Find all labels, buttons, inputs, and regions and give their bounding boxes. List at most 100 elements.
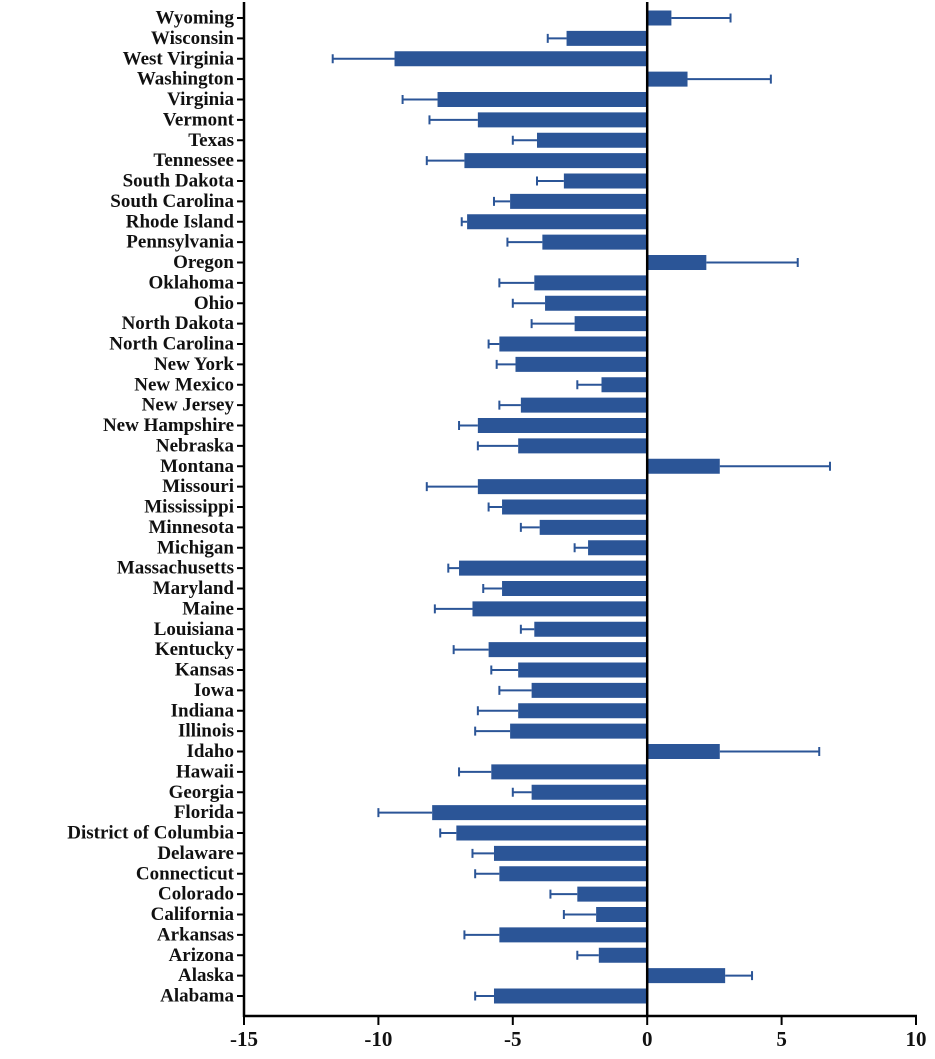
category-label: Massachusetts: [117, 558, 234, 579]
category-label: New York: [154, 354, 234, 375]
category-label: Tennessee: [153, 150, 234, 171]
bar: [472, 601, 648, 617]
bar: [467, 214, 648, 230]
category-label: Iowa: [194, 680, 235, 701]
category-label: Oklahoma: [148, 272, 234, 293]
bar: [520, 397, 648, 413]
category-label: Delaware: [157, 843, 234, 864]
x-tick-label: -5: [504, 1027, 522, 1051]
category-label: Connecticut: [136, 863, 235, 884]
category-label: Vermont: [163, 109, 235, 130]
category-label: Arizona: [169, 945, 235, 966]
category-label: Idaho: [186, 741, 234, 762]
category-label: North Dakota: [122, 313, 235, 334]
bar: [542, 234, 648, 250]
category-label: Arkansas: [157, 924, 234, 945]
bar: [491, 764, 648, 780]
category-label: New Mexico: [134, 374, 234, 395]
bar: [536, 132, 648, 148]
category-label: Virginia: [167, 89, 234, 110]
category-label: Minnesota: [149, 517, 235, 538]
bar: [531, 682, 648, 698]
category-label: Maine: [182, 598, 234, 619]
bar: [539, 519, 648, 535]
category-label: Mississippi: [144, 497, 234, 518]
category-label: Hawaii: [176, 761, 234, 782]
category-label: Alaska: [178, 965, 234, 986]
bar: [488, 642, 648, 658]
bar: [647, 744, 720, 759]
category-label: Kentucky: [155, 639, 235, 660]
bar: [477, 418, 648, 433]
bar: [437, 92, 648, 107]
bar: [647, 968, 726, 984]
bar: [596, 907, 648, 922]
bar: [563, 173, 648, 189]
bar: [510, 723, 648, 739]
category-label: Oregon: [173, 252, 234, 273]
x-tick-label: 5: [776, 1027, 787, 1051]
bar: [647, 71, 688, 87]
category-label: Colorado: [158, 884, 234, 905]
category-label: Maryland: [153, 578, 235, 599]
category-label: California: [151, 904, 235, 925]
bar: [502, 499, 648, 515]
category-label: Montana: [160, 456, 234, 477]
error-bars-layer: [331, 13, 831, 1001]
bar: [493, 988, 648, 1004]
x-tick-label: -10: [364, 1027, 392, 1051]
bar: [647, 458, 720, 474]
category-label: Wyoming: [156, 8, 235, 29]
category-label: Georgia: [169, 782, 235, 803]
bar: [577, 886, 648, 902]
category-label: Pennsylvania: [126, 232, 234, 253]
category-label: Louisiana: [154, 619, 235, 640]
bar: [499, 866, 648, 882]
category-label: South Dakota: [123, 171, 235, 192]
category-label: Kansas: [175, 660, 234, 681]
bar: [432, 805, 648, 821]
axis-layer: [237, 2, 917, 1025]
x-tick-label: 10: [906, 1027, 927, 1051]
category-label: North Carolina: [109, 334, 234, 355]
bars-layer: [394, 10, 726, 1004]
x-tick-label: 0: [642, 1027, 653, 1051]
bar: [477, 479, 648, 495]
bar: [601, 377, 648, 393]
bar: [459, 560, 648, 576]
bar: [499, 927, 648, 943]
category-label: Nebraska: [156, 435, 235, 456]
bar: [477, 112, 648, 128]
category-label: New Hampshire: [103, 415, 234, 436]
bar: [647, 10, 672, 26]
bar: [566, 30, 648, 46]
bar: [534, 621, 648, 637]
bar: [499, 336, 648, 352]
bar: [456, 825, 648, 841]
category-label: Florida: [174, 802, 235, 823]
category-label: Texas: [188, 130, 234, 151]
bar: [531, 784, 648, 800]
category-label: Illinois: [178, 721, 234, 742]
category-label: District of Columbia: [67, 823, 234, 844]
bar: [574, 316, 648, 332]
bar: [545, 295, 648, 311]
category-label: Rhode Island: [126, 211, 235, 232]
x-tick-labels-layer: -15 -10 -5 0 5 10: [230, 1027, 927, 1051]
bar: [647, 255, 707, 270]
x-tick-label: -15: [230, 1027, 258, 1051]
category-label: Indiana: [171, 700, 235, 721]
bar: [518, 438, 648, 454]
category-label: Alabama: [160, 986, 234, 1007]
bar: [518, 662, 648, 678]
bar: [493, 845, 648, 861]
bar: [534, 275, 648, 291]
bar: [394, 51, 648, 67]
category-label: Wisconsin: [151, 28, 235, 49]
bar: [518, 703, 648, 719]
bar: [464, 153, 648, 169]
category-label: Washington: [137, 69, 235, 90]
